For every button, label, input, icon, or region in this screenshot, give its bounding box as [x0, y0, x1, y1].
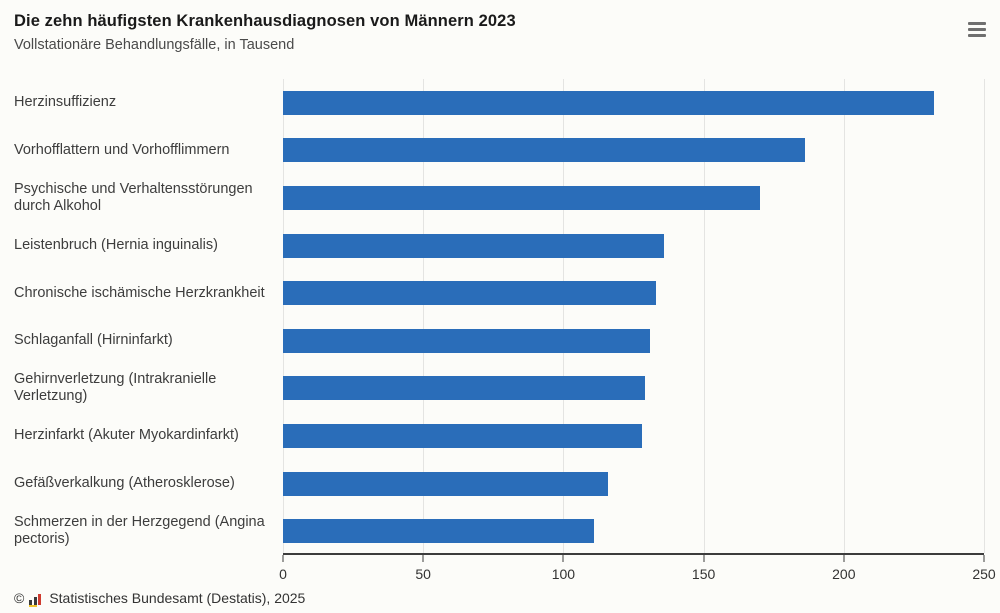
- bar-track: [283, 365, 984, 413]
- bar-track: [283, 412, 984, 460]
- axis-tick: [843, 555, 845, 562]
- bar[interactable]: [283, 281, 656, 306]
- bar[interactable]: [283, 471, 609, 496]
- category-label: Herzinfarkt (Akuter Myokardinfarkt): [14, 427, 239, 444]
- chart-row: Herzinsuffizienz: [0, 79, 1000, 127]
- category-label: Chronische ischämische Herzkrankheit: [14, 284, 265, 301]
- gridline: [843, 79, 845, 553]
- hamburger-bar: [968, 33, 986, 37]
- axis-tick: [422, 555, 424, 562]
- hamburger-menu-icon[interactable]: [964, 17, 990, 41]
- bar[interactable]: [283, 423, 642, 448]
- category-label: Leistenbruch (Hernia inguinalis): [14, 237, 218, 254]
- logo-bar: [29, 599, 33, 605]
- bar[interactable]: [283, 185, 760, 210]
- axis-tick-label: 150: [691, 566, 716, 582]
- chart-row: Schmerzen in der Herzgegend (Angina pect…: [0, 507, 1000, 555]
- bar[interactable]: [283, 519, 595, 544]
- chart-row: Schlaganfall (Hirninfarkt): [0, 317, 1000, 365]
- category-label: Vorhofflattern und Vorhofflimmern: [14, 141, 230, 158]
- bar-track: [283, 317, 984, 365]
- axis-tick: [703, 555, 705, 562]
- bar-chart: Herzinsuffizienz Vorhofflattern und Vorh…: [0, 79, 1000, 582]
- bar-track: [283, 174, 984, 222]
- axis-tick: [282, 555, 284, 562]
- x-axis: 0 50 100 150 200 250: [279, 79, 996, 589]
- bar[interactable]: [283, 90, 934, 115]
- chart-row: Herzinfarkt (Akuter Myokardinfarkt): [0, 412, 1000, 460]
- gridline: [703, 79, 705, 553]
- category-label: Gefäßverkalkung (Atherosklerose): [14, 475, 235, 492]
- bar-track: [283, 127, 984, 175]
- gridline: [563, 79, 565, 553]
- category-label: Herzinsuffizienz: [14, 94, 117, 111]
- chart-row: Vorhofflattern und Vorhofflimmern: [0, 127, 1000, 175]
- chart-row: Psychische und Verhaltensstörungen durch…: [0, 174, 1000, 222]
- chart-row: Chronische ischämische Herzkrankheit: [0, 269, 1000, 317]
- category-label: Gehirnverletzung (Intrakranielle Verletz…: [14, 371, 217, 405]
- chart-row: Gefäßverkalkung (Atherosklerose): [0, 460, 1000, 508]
- logo-bar: [38, 593, 42, 605]
- bar-track: [283, 269, 984, 317]
- bar-track: [283, 79, 984, 127]
- bar[interactable]: [283, 138, 805, 163]
- destatis-logo-icon: [29, 592, 44, 607]
- bar[interactable]: [283, 376, 645, 401]
- copyright-symbol: ©: [14, 590, 25, 606]
- bar-track: [283, 222, 984, 270]
- source-text: Statistisches Bundesamt (Destatis), 2025: [49, 590, 306, 606]
- bar-track: [283, 460, 984, 508]
- hamburger-bar: [968, 21, 986, 25]
- chart-rows: Herzinsuffizienz Vorhofflattern und Vorh…: [0, 79, 1000, 555]
- chart-row: Leistenbruch (Hernia inguinalis): [0, 222, 1000, 270]
- category-label: Schmerzen in der Herzgegend (Angina pect…: [14, 514, 265, 548]
- category-label: Schlaganfall (Hirninfarkt): [14, 332, 173, 349]
- bar[interactable]: [283, 328, 651, 353]
- chart-row: Gehirnverletzung (Intrakranielle Verletz…: [0, 365, 1000, 413]
- bar[interactable]: [283, 233, 665, 258]
- logo-bar: [29, 604, 38, 607]
- bar-track: [283, 507, 984, 555]
- gridline: [283, 79, 284, 553]
- chart-subtitle: Vollstationäre Behandlungsfälle, in Taus…: [14, 37, 295, 53]
- axis-tick-label: 250: [972, 566, 996, 582]
- axis-tick-label: 50: [415, 566, 431, 582]
- logo-bar: [33, 596, 37, 605]
- gridline: [423, 79, 425, 553]
- axis-tick-label: 100: [551, 566, 576, 582]
- axis-tick-label: 0: [279, 566, 287, 582]
- chart-header: Die zehn häufigsten Krankenhausdiagnosen…: [14, 12, 950, 53]
- plot-area: [283, 79, 985, 555]
- category-label: Psychische und Verhaltensstörungen durch…: [14, 180, 253, 214]
- axis-tick: [562, 555, 564, 562]
- hamburger-bar: [968, 27, 986, 31]
- axis-tick: [983, 555, 985, 562]
- axis-tick-label: 200: [832, 566, 856, 582]
- chart-title: Die zehn häufigsten Krankenhausdiagnosen…: [14, 12, 516, 30]
- gridline: [984, 79, 985, 553]
- source-note: © Statistisches Bundesamt (Destatis), 20…: [14, 590, 306, 607]
